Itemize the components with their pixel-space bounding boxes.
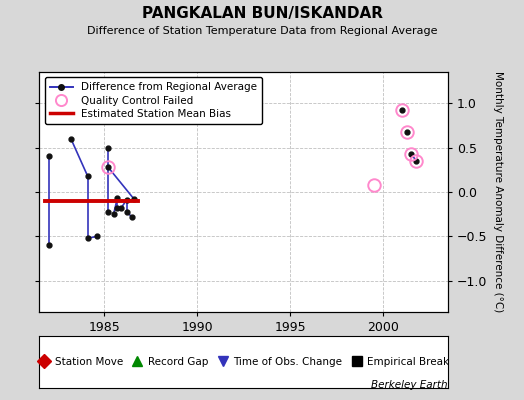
Text: PANGKALAN BUN/ISKANDAR: PANGKALAN BUN/ISKANDAR xyxy=(141,6,383,21)
Text: Difference of Station Temperature Data from Regional Average: Difference of Station Temperature Data f… xyxy=(87,26,437,36)
Y-axis label: Monthly Temperature Anomaly Difference (°C): Monthly Temperature Anomaly Difference (… xyxy=(493,71,503,313)
Legend: Difference from Regional Average, Quality Control Failed, Estimated Station Mean: Difference from Regional Average, Qualit… xyxy=(45,77,262,124)
Text: Berkeley Earth: Berkeley Earth xyxy=(372,380,448,390)
Legend: Station Move, Record Gap, Time of Obs. Change, Empirical Break: Station Move, Record Gap, Time of Obs. C… xyxy=(35,354,453,370)
